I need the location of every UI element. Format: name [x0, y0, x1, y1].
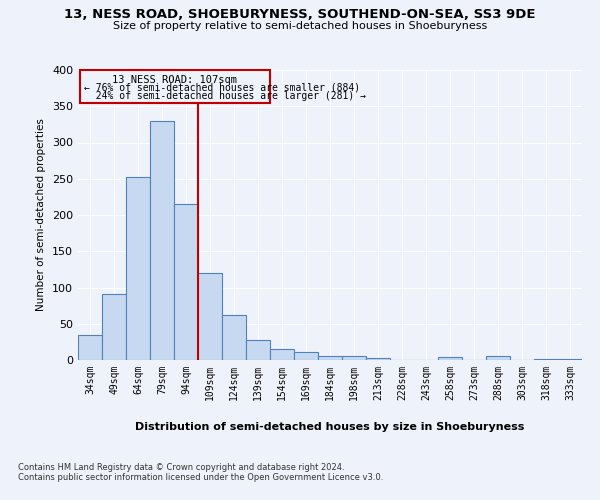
Y-axis label: Number of semi-detached properties: Number of semi-detached properties [37, 118, 46, 312]
Bar [150, 122, 174, 360]
Text: ← 76% of semi-detached houses are smaller (884): ← 76% of semi-detached houses are smalle… [84, 82, 360, 92]
Bar [78, 334, 102, 360]
Bar [126, 176, 150, 360]
Text: 24% of semi-detached houses are larger (281) →: 24% of semi-detached houses are larger (… [84, 91, 366, 101]
Bar [270, 349, 294, 360]
Bar [318, 356, 342, 360]
Bar [366, 358, 390, 360]
Bar [246, 340, 270, 360]
Bar [342, 356, 366, 360]
Text: 13, NESS ROAD, SHOEBURYNESS, SOUTHEND-ON-SEA, SS3 9DE: 13, NESS ROAD, SHOEBURYNESS, SOUTHEND-ON… [64, 8, 536, 20]
Text: 13 NESS ROAD: 107sqm: 13 NESS ROAD: 107sqm [112, 75, 236, 85]
Text: Size of property relative to semi-detached houses in Shoeburyness: Size of property relative to semi-detach… [113, 21, 487, 31]
Text: Contains HM Land Registry data © Crown copyright and database right 2024.: Contains HM Land Registry data © Crown c… [18, 464, 344, 472]
Bar [222, 315, 246, 360]
Bar [174, 204, 198, 360]
Bar [486, 356, 510, 360]
FancyBboxPatch shape [80, 70, 270, 102]
Bar [294, 352, 318, 360]
Bar [438, 357, 462, 360]
Text: Distribution of semi-detached houses by size in Shoeburyness: Distribution of semi-detached houses by … [136, 422, 524, 432]
Bar [102, 294, 126, 360]
Text: Contains public sector information licensed under the Open Government Licence v3: Contains public sector information licen… [18, 474, 383, 482]
Bar [198, 273, 222, 360]
